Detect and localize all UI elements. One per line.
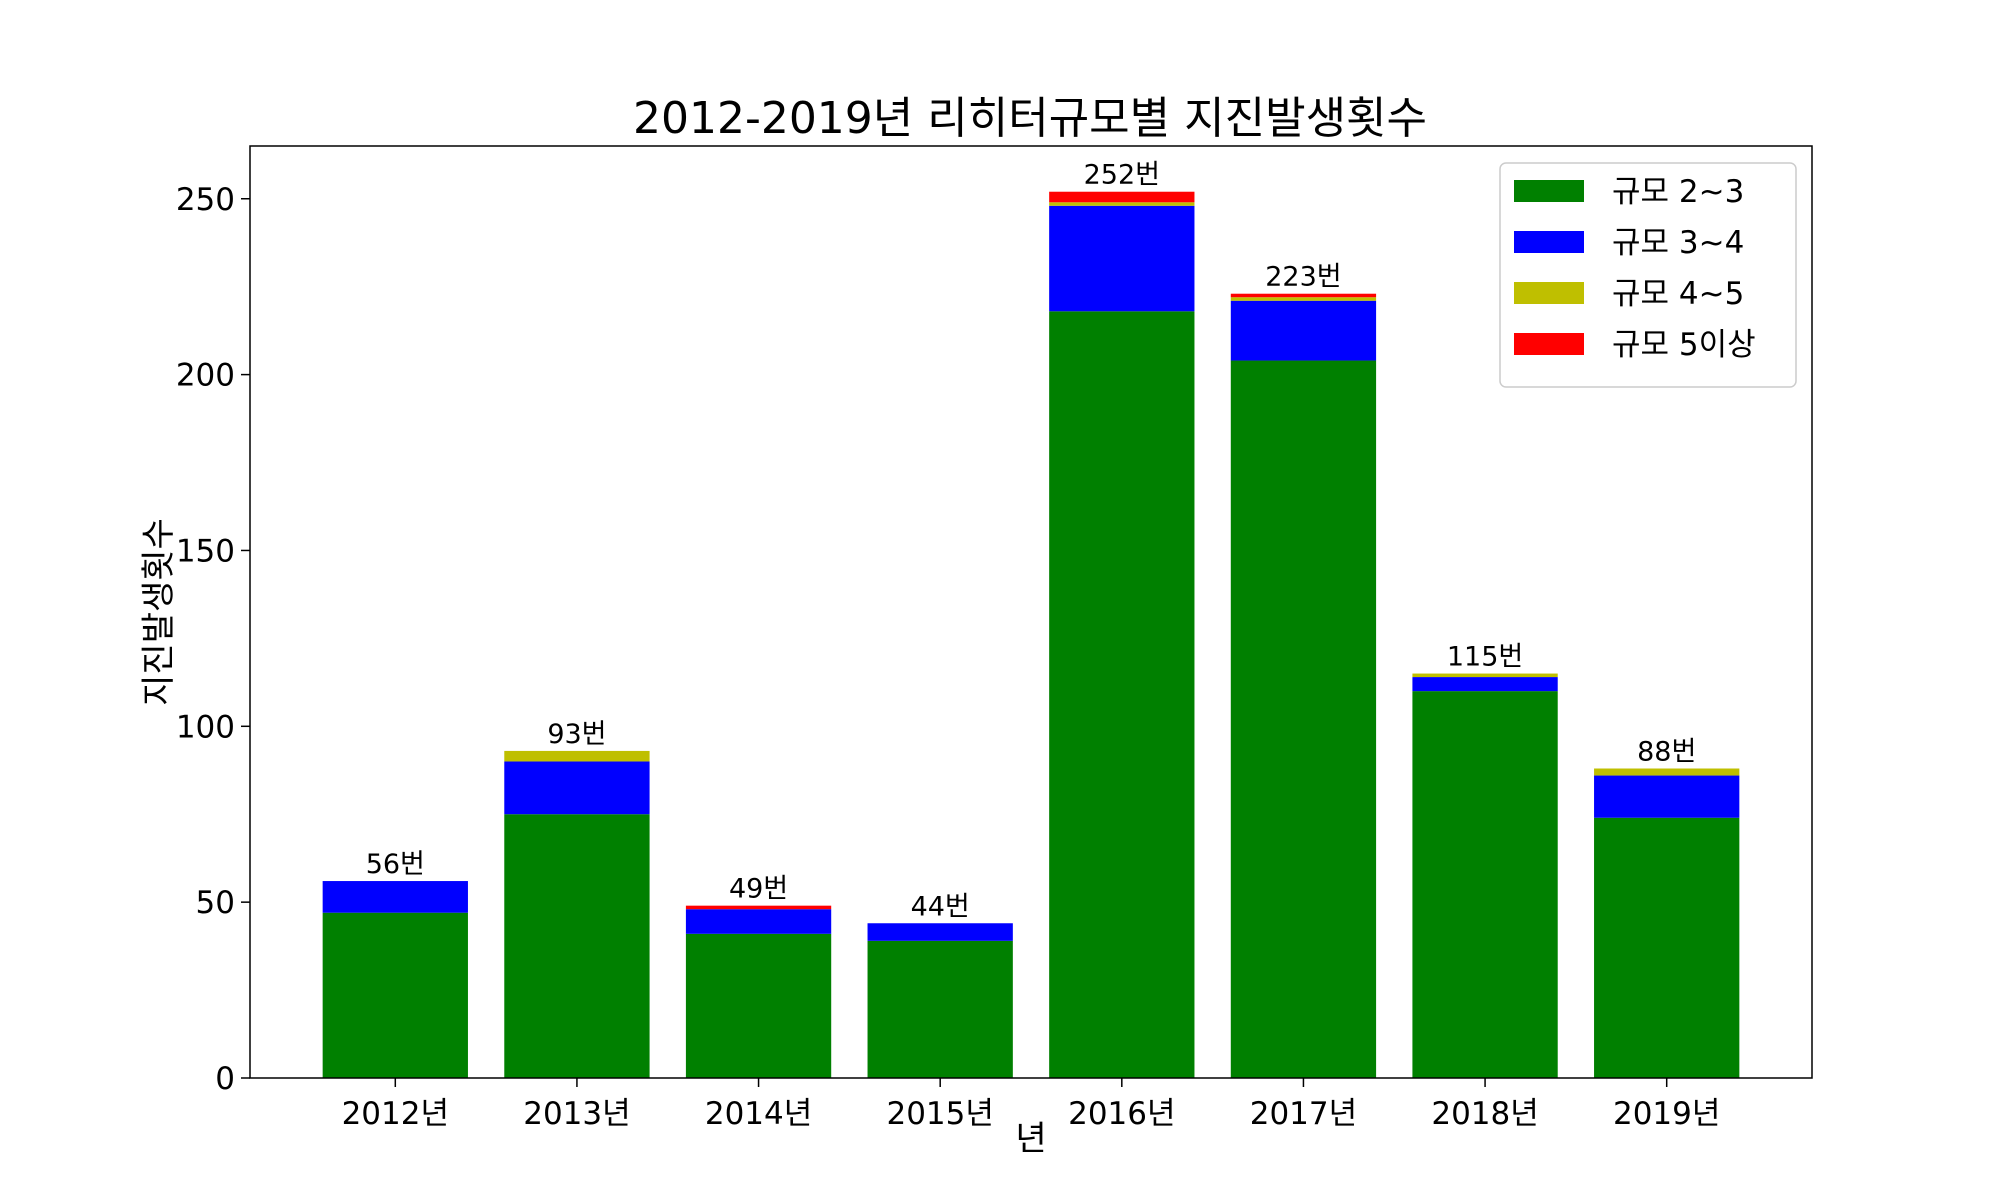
x-axis: 2012년 2013년 2014년 2015년 2016년 2017년 2018년 2019년 xyxy=(342,1078,1720,1132)
x-tick-label-3: 2015년 xyxy=(886,1096,993,1132)
bar-segment-7-1 xyxy=(1594,775,1740,818)
bar-segment-5-0 xyxy=(1230,360,1377,1078)
bar-segment-5-3 xyxy=(1230,293,1377,298)
bar-segment-4-2 xyxy=(1049,202,1195,206)
total-label-3: 44번 xyxy=(911,891,970,922)
x-tick-label-0: 2012년 xyxy=(342,1096,449,1132)
legend-label-2: 규모 4~5 xyxy=(1612,276,1744,312)
legend-label-1: 규모 3~4 xyxy=(1612,225,1744,261)
legend-label-0: 규모 2~3 xyxy=(1612,174,1744,210)
total-label-4: 252번 xyxy=(1084,160,1160,191)
bar-segment-4-1 xyxy=(1049,205,1195,312)
y-tick-label-4: 200 xyxy=(176,358,235,394)
bar-segment-1-1 xyxy=(504,761,650,815)
y-tick-label-3: 150 xyxy=(176,533,235,569)
bar-segment-2-1 xyxy=(685,909,832,934)
bar-segment-6-1 xyxy=(1412,677,1558,692)
y-axis-label: 지진발생횟수 xyxy=(139,518,179,706)
x-tick-label-5: 2017년 xyxy=(1250,1096,1357,1132)
total-label-7: 88번 xyxy=(1637,737,1696,768)
bar-segment-1-0 xyxy=(504,814,650,1078)
bar-segment-5-1 xyxy=(1230,300,1377,361)
total-label-2: 49번 xyxy=(729,874,788,905)
y-axis: 0 50 100 150 200 250 xyxy=(176,182,250,1097)
plot-area-frame xyxy=(249,145,1813,1079)
bar-segment-1-2 xyxy=(504,750,650,762)
bar-segment-2-0 xyxy=(685,933,832,1078)
legend-frame xyxy=(1499,162,1797,388)
y-tick-label-2: 100 xyxy=(176,709,235,745)
bar-segment-3-1 xyxy=(867,923,1013,941)
bars-group xyxy=(322,191,1740,1079)
legend-swatch-0 xyxy=(1514,180,1584,202)
legend-label-3: 규모 5이상 xyxy=(1612,327,1756,363)
y-tick-label-0: 0 xyxy=(215,1061,235,1097)
bar-segment-5-2 xyxy=(1230,297,1377,301)
bar-segment-7-0 xyxy=(1594,817,1740,1078)
bar-segment-4-3 xyxy=(1049,191,1195,203)
bar-segment-6-0 xyxy=(1412,691,1558,1078)
total-label-6: 115번 xyxy=(1447,642,1523,673)
total-label-1: 93번 xyxy=(547,719,606,750)
bar-segment-6-2 xyxy=(1412,673,1558,678)
bar-segment-0-0 xyxy=(322,912,468,1078)
x-tick-label-6: 2018년 xyxy=(1431,1096,1538,1132)
bar-segment-3-0 xyxy=(867,940,1013,1078)
legend-swatch-1 xyxy=(1514,231,1584,253)
y-tick-label-1: 50 xyxy=(196,885,235,921)
total-label-0: 56번 xyxy=(366,849,425,880)
bar-segment-2-3 xyxy=(685,905,832,910)
x-tick-label-7: 2019년 xyxy=(1613,1096,1720,1132)
y-tick-label-5: 250 xyxy=(176,182,235,218)
bar-segment-4-0 xyxy=(1049,311,1195,1079)
bar-segment-7-2 xyxy=(1594,768,1740,776)
legend-swatch-2 xyxy=(1514,282,1584,304)
total-labels-group: 56번 93번 49번 44번 252번 223번 115번 88번 xyxy=(366,160,1697,923)
bar-segment-0-1 xyxy=(322,881,468,913)
x-axis-label: 년 xyxy=(1015,1119,1046,1159)
chart-title: 2012-2019년 리히터규모별 지진발생횟수 xyxy=(633,93,1427,144)
total-label-5: 223번 xyxy=(1265,262,1341,293)
x-tick-label-2: 2014년 xyxy=(705,1096,812,1132)
x-tick-label-4: 2016년 xyxy=(1068,1096,1175,1132)
x-tick-label-1: 2013년 xyxy=(523,1096,630,1132)
legend-swatch-3 xyxy=(1514,333,1584,355)
legend: 규모 2~3 규모 3~4 규모 4~5 규모 5이상 xyxy=(1499,162,1797,388)
